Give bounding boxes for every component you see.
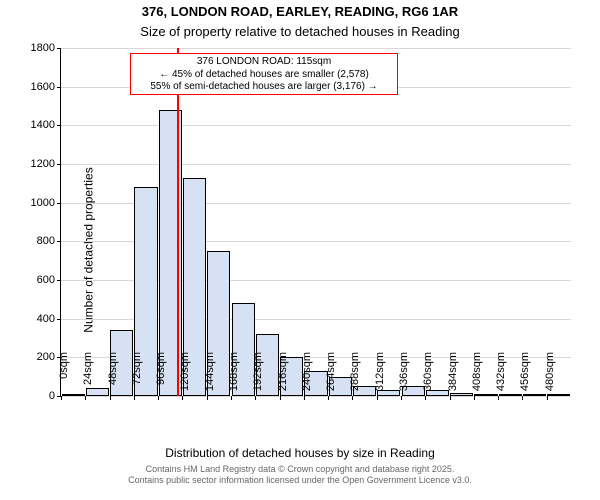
chart-title: 376, LONDON ROAD, EARLEY, READING, RG6 1…: [0, 4, 600, 19]
x-tick-label: 456sqm: [519, 352, 531, 400]
histogram-chart: 376, LONDON ROAD, EARLEY, READING, RG6 1…: [0, 0, 600, 500]
x-tick-label: 360sqm: [422, 352, 434, 400]
x-tick-label: 168sqm: [228, 352, 240, 400]
credits-text: Contains HM Land Registry data © Crown c…: [0, 464, 600, 487]
plot-area: 0200400600800100012001400160018000sqm24s…: [60, 48, 571, 397]
y-tick-label: 0: [49, 390, 55, 402]
x-tick-label: 432sqm: [495, 352, 507, 400]
chart-subtitle: Size of property relative to detached ho…: [0, 24, 600, 39]
y-tick-label: 1800: [31, 42, 55, 54]
x-tick-label: 312sqm: [374, 352, 386, 400]
y-tick-label: 1600: [31, 81, 55, 93]
annotation-box: 376 LONDON ROAD: 115sqm← 45% of detached…: [130, 53, 398, 95]
x-tick-label: 120sqm: [179, 352, 191, 400]
x-tick-label: 72sqm: [131, 352, 143, 400]
x-tick-label: 264sqm: [325, 352, 337, 400]
y-tick-label: 1000: [31, 197, 55, 209]
credit-line: Contains HM Land Registry data © Crown c…: [0, 464, 600, 475]
x-tick-label: 336sqm: [398, 352, 410, 400]
x-tick-label: 24sqm: [82, 352, 94, 400]
x-tick-label: 240sqm: [301, 352, 313, 400]
y-tick-label: 1200: [31, 158, 55, 170]
y-tick-label: 200: [37, 351, 55, 363]
x-axis-label: Distribution of detached houses by size …: [0, 446, 600, 460]
y-tick-label: 600: [37, 274, 55, 286]
y-tick-label: 1400: [31, 119, 55, 131]
x-tick-label: 96sqm: [155, 352, 167, 400]
grid-line: [61, 48, 571, 49]
x-tick-label: 384sqm: [447, 352, 459, 400]
x-tick-label: 192sqm: [252, 352, 264, 400]
annotation-line: 376 LONDON ROAD: 115sqm: [137, 56, 391, 69]
x-tick-label: 288sqm: [349, 352, 361, 400]
credit-line: Contains public sector information licen…: [0, 475, 600, 486]
grid-line: [61, 164, 571, 165]
x-tick-label: 216sqm: [277, 352, 289, 400]
x-tick-label: 144sqm: [204, 352, 216, 400]
x-tick-label: 480sqm: [544, 352, 556, 400]
reference-line: [177, 48, 179, 396]
x-tick-label: 48sqm: [107, 352, 119, 400]
x-tick-label: 408sqm: [471, 352, 483, 400]
annotation-line: 55% of semi-detached houses are larger (…: [137, 81, 391, 94]
x-tick-label: 0sqm: [58, 352, 70, 400]
grid-line: [61, 125, 571, 126]
annotation-line: ← 45% of detached houses are smaller (2,…: [137, 69, 391, 82]
y-tick-label: 800: [37, 235, 55, 247]
y-tick-label: 400: [37, 313, 55, 325]
